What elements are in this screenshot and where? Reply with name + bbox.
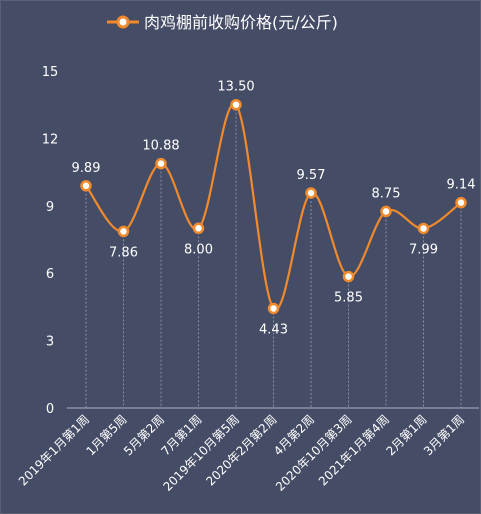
data-label: 9.57 xyxy=(297,168,326,183)
legend[interactable]: 肉鸡棚前收购价格(元/公斤) xyxy=(107,13,338,32)
data-point[interactable] xyxy=(342,270,355,283)
data-point[interactable] xyxy=(305,187,317,199)
data-point[interactable] xyxy=(80,180,92,192)
y-tick-label: 6 xyxy=(46,267,54,282)
y-tick-label: 15 xyxy=(42,65,59,80)
series-layer xyxy=(80,98,467,315)
data-label: 5.85 xyxy=(334,291,363,306)
label-layer: 9.89 7.86 10.88 8.00 13.50 4.43 9.57 5.85 8.75 7.… xyxy=(72,80,476,338)
series-line xyxy=(85,102,462,311)
y-tick-label: 9 xyxy=(46,200,54,215)
data-label: 7.99 xyxy=(409,242,438,257)
data-label: 9.14 xyxy=(447,178,476,193)
data-point[interactable] xyxy=(417,222,430,235)
data-point[interactable] xyxy=(455,196,467,209)
data-point[interactable] xyxy=(155,157,167,170)
data-label: 4.43 xyxy=(259,322,288,337)
data-label: 8.75 xyxy=(372,186,401,201)
legend-marker xyxy=(116,15,130,29)
data-point[interactable] xyxy=(117,225,130,238)
y-tick-label: 12 xyxy=(42,132,59,147)
data-label: 7.86 xyxy=(109,245,138,260)
axis-layer: 036912152019年1月第1周1月第5周5月第2周7月第1周2019年10… xyxy=(16,65,479,494)
data-point[interactable] xyxy=(380,205,392,218)
legend-label: 肉鸡棚前收购价格(元/公斤) xyxy=(144,13,338,32)
x-tick-label: 2020年2月第2周 xyxy=(203,412,279,488)
y-tick-label: 0 xyxy=(46,402,54,417)
data-point[interactable] xyxy=(230,98,242,111)
data-label: 13.50 xyxy=(217,80,254,95)
x-tick-label: 3月第1周 xyxy=(421,412,467,458)
x-tick-label: 2019年1月第1周 xyxy=(16,412,92,488)
data-label: 9.89 xyxy=(72,161,101,176)
grid-layer xyxy=(85,104,462,408)
x-tick-label: 2021年1月第4周 xyxy=(316,412,392,488)
data-point[interactable] xyxy=(192,222,205,235)
data-label: 8.00 xyxy=(184,242,213,257)
data-label: 10.88 xyxy=(142,139,179,154)
y-tick-label: 3 xyxy=(46,335,54,350)
data-point[interactable] xyxy=(267,302,280,315)
